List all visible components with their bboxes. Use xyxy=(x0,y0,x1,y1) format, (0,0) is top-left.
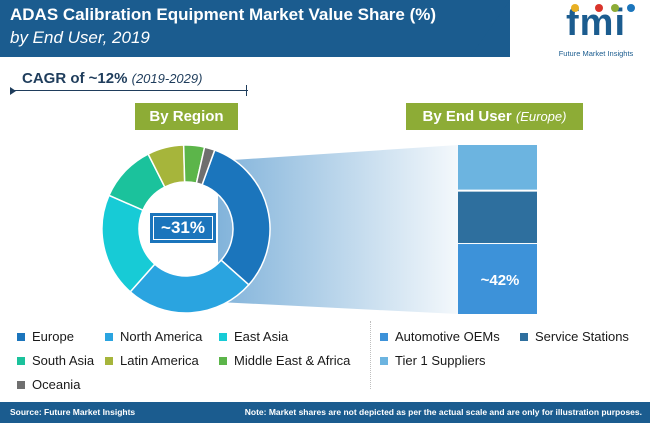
legend-swatch-north-america xyxy=(105,332,113,341)
source-note: Source: Future Market Insights xyxy=(10,407,136,417)
legend-label-service-stations: Service Stations xyxy=(535,329,629,344)
logo-dot-1 xyxy=(571,4,579,12)
europe-share-label-border xyxy=(153,216,213,240)
legend-label-north-america: North America xyxy=(120,329,203,344)
disclaimer-note: Note: Market shares are not depicted as … xyxy=(244,407,642,417)
legend-label-europe: Europe xyxy=(32,329,74,344)
legend-swatch-middle-east-and-africa xyxy=(219,356,227,365)
cagr-end-tick xyxy=(246,85,247,96)
cagr-label: CAGR of ~12% xyxy=(22,70,128,87)
legend-swatch-south-asia xyxy=(17,356,25,365)
legend-divider xyxy=(370,321,371,389)
legend-item-service-stations: Service Stations xyxy=(520,329,629,344)
legend-item-east-asia: East Asia xyxy=(219,329,288,344)
region-donut-chart xyxy=(101,144,271,314)
logo-dot-2 xyxy=(595,4,603,12)
legend-label-automotive-oems: Automotive OEMs xyxy=(395,329,500,344)
cagr-period: (2019-2029) xyxy=(131,71,203,86)
cagr-arrow-icon xyxy=(10,87,16,95)
title-banner-wedge xyxy=(470,0,510,57)
by-region-label: By Region xyxy=(135,103,238,130)
chart-title: ADAS Calibration Equipment Market Value … xyxy=(10,5,437,24)
legend-swatch-europe xyxy=(17,332,25,341)
fmi-logo: fmi Future Market Insights xyxy=(548,2,644,62)
legend-label-east-asia: East Asia xyxy=(234,329,289,344)
cagr-underline xyxy=(12,90,248,91)
bar-data-label-automotive-oems: ~42% xyxy=(480,272,520,289)
bar-segment-tier-1-suppliers xyxy=(458,145,537,190)
donut-slice-oceania xyxy=(195,146,216,186)
chart-subtitle: by End User, 2019 xyxy=(10,28,150,47)
donut-slice-europe xyxy=(201,149,271,286)
logo-subtitle: Future Market Insights xyxy=(558,49,634,58)
donut-slice-north-america xyxy=(129,259,250,314)
legend-item-south-asia: South Asia xyxy=(17,353,94,368)
legend-label-oceania: Oceania xyxy=(32,377,81,392)
legend-swatch-latin-america xyxy=(105,356,113,365)
by-end-user-sub: (Europe) xyxy=(515,109,567,124)
legend-swatch-service-stations xyxy=(520,332,528,341)
legend-item-latin-america: Latin America xyxy=(105,353,199,368)
legend-swatch-automotive-oems xyxy=(380,332,388,341)
footer-bar: Source: Future Market Insights Note: Mar… xyxy=(0,402,650,423)
legend-item-europe: Europe xyxy=(17,329,74,344)
legend-label-latin-america: Latin America xyxy=(120,353,199,368)
by-end-user-label: By End User (Europe) xyxy=(406,103,583,130)
logo-dot-3 xyxy=(611,4,619,12)
cagr-note: CAGR of ~12% (2019-2029) xyxy=(22,70,202,87)
logo-dot-4 xyxy=(627,4,635,12)
legend-item-middle-east-and-africa: Middle East & Africa xyxy=(219,353,350,368)
legend-item-north-america: North America xyxy=(105,329,202,344)
legend-label-south-asia: South Asia xyxy=(32,353,95,368)
legend-swatch-east-asia xyxy=(219,332,227,341)
europe-share-label: ~31% xyxy=(150,213,216,243)
end-user-stacked-bar xyxy=(458,145,537,314)
legend-label-middle-east-and-africa: Middle East & Africa xyxy=(234,353,351,368)
legend-swatch-tier-1-suppliers xyxy=(380,356,388,365)
legend-item-tier-1-suppliers: Tier 1 Suppliers xyxy=(380,353,486,368)
bar-segment-automotive-oems xyxy=(458,244,537,314)
legend-swatch-oceania xyxy=(17,380,25,389)
legend-label-tier-1-suppliers: Tier 1 Suppliers xyxy=(395,353,486,368)
title-banner xyxy=(0,0,510,57)
legend-item-oceania: Oceania xyxy=(17,377,80,392)
bar-segment-service-stations xyxy=(458,191,537,244)
legend-item-automotive-oems: Automotive OEMs xyxy=(380,329,500,344)
region-to-end-user-connector xyxy=(218,145,458,314)
